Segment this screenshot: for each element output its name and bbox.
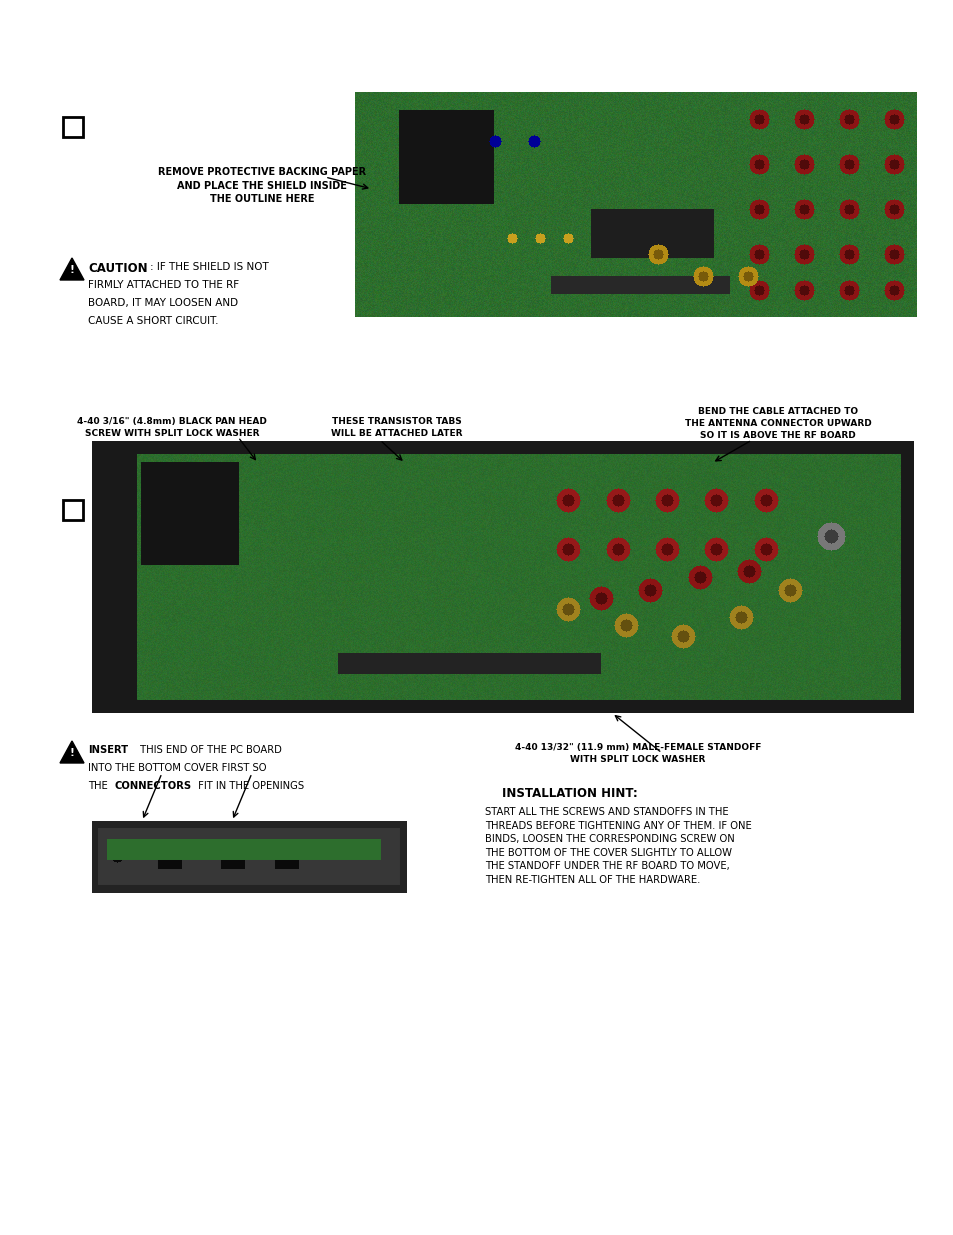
Text: INSTALLATION HINT:: INSTALLATION HINT: [501, 787, 638, 800]
Text: !: ! [70, 266, 74, 275]
Polygon shape [60, 258, 84, 280]
Text: THE: THE [88, 781, 111, 790]
Text: !: ! [70, 748, 74, 758]
Text: BEND THE CABLE ATTACHED TO
THE ANTENNA CONNECTOR UPWARD
SO IT IS ABOVE THE RF BO: BEND THE CABLE ATTACHED TO THE ANTENNA C… [684, 408, 870, 440]
Text: START ALL THE SCREWS AND STANDOFFS IN THE
THREADS BEFORE TIGHTENING ANY OF THEM.: START ALL THE SCREWS AND STANDOFFS IN TH… [484, 806, 751, 885]
Text: REMOVE PROTECTIVE BACKING PAPER
AND PLACE THE SHIELD INSIDE
THE OUTLINE HERE: REMOVE PROTECTIVE BACKING PAPER AND PLAC… [158, 167, 366, 204]
Text: THESE TRANSISTOR TABS
WILL BE ATTACHED LATER: THESE TRANSISTOR TABS WILL BE ATTACHED L… [331, 417, 462, 437]
Text: FIT IN THE OPENINGS: FIT IN THE OPENINGS [194, 781, 304, 790]
Polygon shape [60, 741, 84, 763]
Text: CAUSE A SHORT CIRCUIT.: CAUSE A SHORT CIRCUIT. [88, 316, 218, 326]
Text: 4-40 3/16" (4.8mm) BLACK PAN HEAD
SCREW WITH SPLIT LOCK WASHER: 4-40 3/16" (4.8mm) BLACK PAN HEAD SCREW … [77, 417, 267, 437]
Bar [63, 117, 83, 137]
Text: 4-40 13/32" (11.9 mm) MALE-FEMALE STANDOFF
WITH SPLIT LOCK WASHER: 4-40 13/32" (11.9 mm) MALE-FEMALE STANDO… [515, 743, 760, 763]
Text: : IF THE SHIELD IS NOT: : IF THE SHIELD IS NOT [150, 262, 269, 272]
Text: THIS END OF THE PC BOARD: THIS END OF THE PC BOARD [137, 745, 281, 755]
Text: INTO THE BOTTOM COVER FIRST SO: INTO THE BOTTOM COVER FIRST SO [88, 763, 266, 773]
Text: CONNECTORS: CONNECTORS [115, 781, 192, 790]
Text: INSERT: INSERT [88, 745, 128, 755]
Bar [63, 500, 83, 520]
Text: CAUTION: CAUTION [88, 262, 148, 275]
Text: FIRMLY ATTACHED TO THE RF: FIRMLY ATTACHED TO THE RF [88, 280, 239, 290]
Text: BOARD, IT MAY LOOSEN AND: BOARD, IT MAY LOOSEN AND [88, 298, 238, 308]
